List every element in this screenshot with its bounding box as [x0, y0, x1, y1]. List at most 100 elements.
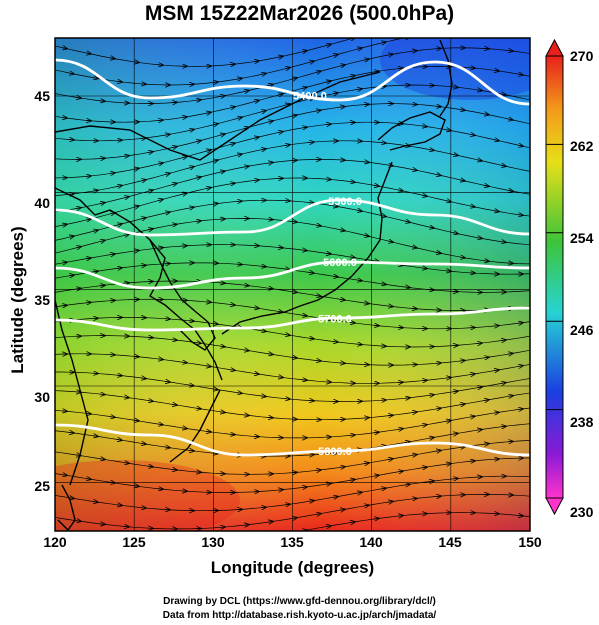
coast-sakhalin — [439, 39, 453, 117]
wind-arrow — [477, 160, 482, 161]
y-tick-label: 30 — [34, 389, 50, 405]
wind-arrow — [508, 396, 513, 397]
wind-arrow — [428, 290, 434, 291]
wind-arrow — [364, 505, 369, 506]
wind-arrow — [268, 121, 273, 122]
wind-arrow — [364, 463, 369, 464]
wind-arrow — [429, 481, 434, 482]
colorbar-lower-triangle — [545, 497, 564, 516]
wind-arrow — [124, 234, 129, 235]
x-tick-label: 120 — [43, 534, 67, 550]
wind-arrow — [292, 115, 297, 116]
wind-arrow — [254, 180, 259, 181]
wind-arrow — [230, 107, 235, 108]
wind-arrow — [436, 450, 441, 451]
wind-arrow — [237, 78, 242, 79]
wind-arrow — [188, 321, 194, 322]
wind-arrow — [62, 305, 67, 306]
wind-arrow — [470, 134, 475, 135]
wind-arrow — [357, 280, 362, 281]
wind-arrow — [518, 145, 523, 146]
wind-arrow — [501, 340, 506, 341]
wind-arrow — [508, 119, 513, 120]
wind-arrow — [326, 526, 331, 527]
wind-arrow — [484, 357, 489, 358]
wind-arrow — [453, 233, 458, 234]
wind-arrow — [340, 230, 345, 231]
wind-arrow — [165, 134, 170, 135]
wind-arrow — [172, 340, 177, 341]
wind-arrow — [182, 362, 187, 363]
grid-lines — [55, 38, 530, 531]
wind-arrow — [93, 78, 98, 79]
wind-arrow — [189, 167, 194, 168]
wind-arrow — [141, 443, 146, 444]
wind-arrow — [398, 429, 403, 430]
wind-arrow — [452, 87, 458, 88]
wind-arrow — [388, 501, 393, 502]
wind-arrow — [285, 269, 290, 270]
wind-arrow — [69, 275, 74, 276]
wind-arrow — [134, 62, 139, 63]
wind-arrow — [254, 100, 259, 101]
wind-arrow — [316, 470, 321, 471]
wind-arrow — [340, 299, 345, 300]
map-title: MSM 15Z22Mar2026 (500.0hPa) — [144, 2, 455, 25]
wind-arrow — [309, 501, 314, 502]
wind-arrow — [244, 525, 249, 526]
wind-arrow — [213, 82, 218, 83]
x-tick-label: 130 — [201, 534, 225, 550]
wind-arrow — [254, 61, 259, 62]
wind-arrow — [453, 391, 458, 392]
wind-arrow — [405, 442, 410, 443]
wind-arrow — [148, 190, 153, 191]
wind-arrow — [374, 432, 379, 433]
wind-arrow — [333, 276, 338, 277]
height-contours: 5400.0 5500.0 5600.0 5700.0 5800.0 — [55, 58, 530, 458]
wind-arrow — [158, 163, 163, 164]
wind-arrow — [494, 140, 499, 141]
wind-arrow — [237, 117, 242, 118]
contour-label: 5800.0 — [318, 446, 352, 458]
wind-arrow — [292, 222, 297, 223]
wind-arrow — [93, 436, 98, 437]
wind-arrow — [172, 224, 177, 225]
wind-arrow — [206, 150, 211, 151]
wind-arrow — [196, 408, 201, 409]
wind-arrow — [340, 65, 345, 66]
wind-arrow — [446, 464, 451, 465]
wind-arrow — [476, 343, 482, 344]
wind-arrow — [189, 385, 194, 386]
wind-arrow — [278, 377, 283, 378]
credit-data: Data from http://database.rish.kyoto-u.a… — [162, 610, 437, 621]
height-contour — [55, 198, 530, 237]
wind-arrow — [285, 68, 290, 69]
wind-arrow — [254, 137, 259, 138]
wind-arrow — [165, 381, 170, 382]
wind-arrow — [140, 265, 146, 266]
wind-arrow — [261, 111, 266, 112]
wind-arrow — [86, 479, 91, 480]
wind-arrow — [93, 502, 98, 503]
wind-arrow — [254, 373, 259, 374]
contour-label: 5600.0 — [323, 257, 357, 269]
colorbar-tick-label: 262 — [570, 138, 594, 154]
wind-arrow — [494, 70, 499, 71]
contour-label: 5400.0 — [293, 91, 327, 103]
wind-arrow — [374, 518, 379, 519]
wind-arrow — [124, 463, 129, 464]
wind-arrow — [333, 206, 338, 207]
wind-arrow — [484, 261, 489, 262]
wind-arrow — [213, 389, 218, 390]
colorbar — [545, 38, 564, 516]
wind-arrow — [484, 185, 489, 186]
wind-arrow — [340, 107, 345, 108]
temperature-shading — [55, 38, 530, 531]
wind-arrow — [302, 127, 307, 128]
wind-arrow — [196, 141, 201, 142]
wind-arrow — [460, 447, 465, 448]
height-contour — [55, 58, 530, 106]
wind-arrow — [302, 315, 307, 316]
wind-arrow — [278, 132, 283, 133]
wind-arrow — [422, 425, 427, 426]
